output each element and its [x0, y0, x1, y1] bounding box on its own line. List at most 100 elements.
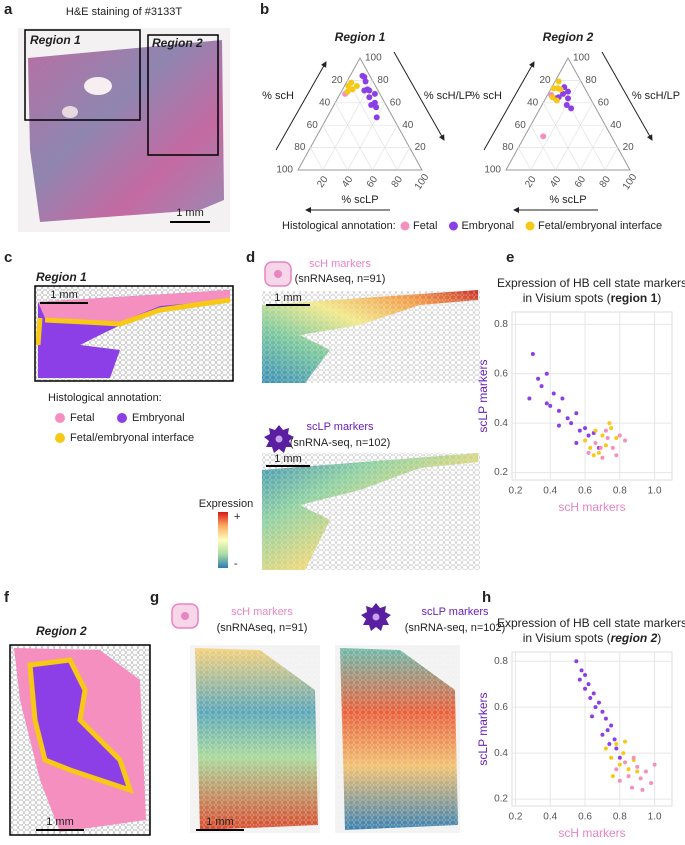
- point: [373, 114, 380, 121]
- embryonal-area: [27, 657, 134, 794]
- point: [565, 416, 570, 421]
- point: [652, 762, 657, 767]
- region-label: Region 2: [36, 624, 87, 638]
- spot-grid: [335, 645, 460, 833]
- point: [588, 445, 593, 450]
- grid-line: [518, 147, 532, 171]
- point: [649, 781, 654, 786]
- colorbar-high: +: [234, 511, 240, 523]
- axis-label: % scLP: [549, 194, 586, 206]
- point: [609, 426, 614, 431]
- triangle: [297, 56, 423, 171]
- point: [643, 769, 648, 774]
- marker-name: scH markers: [309, 258, 371, 270]
- point: [614, 746, 619, 751]
- point: [626, 774, 631, 779]
- point: [371, 99, 378, 106]
- point: [609, 723, 614, 728]
- point: [631, 755, 636, 760]
- scale-label: 1 mm: [50, 289, 78, 301]
- grid-line: [542, 102, 581, 171]
- plot-area: [511, 311, 673, 481]
- x-tick-label: 0.8: [613, 486, 627, 497]
- x-tick-label: 0.6: [578, 486, 592, 497]
- marker-source: (snRNA-seq, n=102): [290, 437, 391, 449]
- point: [366, 87, 373, 94]
- marker-source: (snRNAseq, n=91): [217, 622, 308, 634]
- tick-label: 40: [527, 97, 539, 108]
- legend-dot: [525, 221, 535, 231]
- scale-label: 1 mm: [176, 207, 204, 219]
- x-axis-label: scH markers: [558, 826, 625, 840]
- tick-label: 20: [623, 142, 635, 153]
- point: [623, 760, 628, 765]
- point: [630, 785, 634, 790]
- point: [556, 423, 561, 428]
- chart-title: Region 2: [543, 30, 594, 44]
- point: [623, 438, 628, 443]
- point: [603, 443, 608, 448]
- point: [574, 411, 579, 416]
- point: [359, 72, 366, 79]
- tick-label: 40: [402, 120, 414, 131]
- tick-label: 100: [413, 172, 432, 192]
- fetal-area: [38, 290, 230, 322]
- x-tick-label: 0.4: [543, 486, 557, 497]
- axis-label: % scH/LP: [424, 90, 472, 102]
- grid-line: [310, 147, 324, 171]
- axis-arrow: [393, 51, 445, 141]
- point: [551, 391, 556, 396]
- point: [583, 672, 588, 677]
- point: [603, 746, 608, 751]
- marker-name: scH markers: [231, 606, 293, 618]
- tick-label: 20: [415, 142, 427, 153]
- panel-title: H&E staining of #3133T: [66, 6, 182, 18]
- point: [548, 403, 553, 408]
- point: [583, 426, 588, 431]
- map-frame: [34, 285, 234, 382]
- y-tick-label: 0.4: [494, 418, 508, 429]
- tick-label: 60: [307, 120, 319, 131]
- subtitle-part: ): [657, 631, 661, 645]
- point: [583, 438, 588, 443]
- y-tick-label: 0.4: [494, 748, 508, 759]
- point: [607, 741, 612, 746]
- tick-label: 100: [484, 165, 501, 176]
- y-tick-label: 0.8: [494, 319, 508, 330]
- point: [640, 787, 645, 792]
- chart-title: Expression of HB cell state markers: [497, 616, 685, 630]
- spot-grid: [190, 645, 320, 833]
- x-tick-label: 0.2: [509, 812, 523, 823]
- tick-label: 40: [548, 174, 564, 190]
- tick-label: 100: [365, 53, 382, 64]
- map-frame: [9, 644, 151, 836]
- point: [591, 453, 596, 458]
- panel-label: g: [150, 589, 159, 606]
- point: [583, 686, 588, 691]
- tissue: [28, 40, 224, 222]
- point: [596, 700, 601, 705]
- legend-dot: [117, 413, 127, 423]
- tick-label: 60: [598, 97, 610, 108]
- x-tick-label: 0.4: [543, 812, 557, 823]
- point: [344, 88, 351, 95]
- tick-label: 80: [502, 142, 514, 153]
- point: [574, 659, 579, 664]
- point: [353, 83, 360, 89]
- point: [617, 762, 622, 767]
- y-tick-label: 0.2: [494, 794, 508, 805]
- point: [621, 751, 626, 756]
- tick-label: 80: [294, 142, 306, 153]
- legend-title: Histological annotation:: [282, 220, 396, 232]
- point: [609, 755, 614, 760]
- y-tick-label: 0.8: [494, 656, 508, 667]
- point: [577, 428, 582, 433]
- subtitle-part: in Visium spots (: [523, 291, 611, 305]
- spot-grid: [262, 291, 480, 383]
- point: [530, 352, 535, 356]
- point: [593, 440, 598, 445]
- panel-label: h: [482, 589, 491, 606]
- point: [614, 453, 619, 458]
- x-tick-label: 0.6: [578, 812, 592, 823]
- point: [586, 682, 591, 687]
